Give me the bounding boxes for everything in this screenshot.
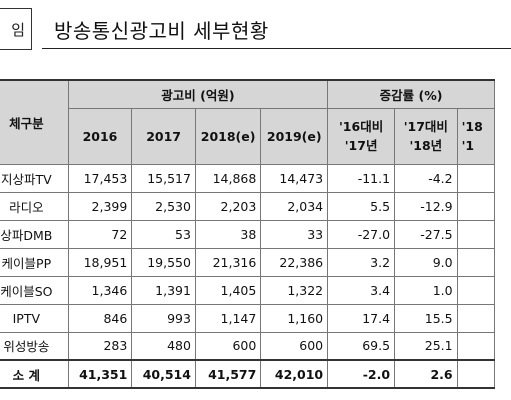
- growth-rate-cell: 25.1: [394, 331, 458, 361]
- ad-spend-cell: 17,453: [67, 163, 133, 193]
- ad-spend-cell: 53: [131, 219, 196, 249]
- growth-rate-cell: 3.2: [327, 247, 396, 277]
- ad-spend-cell: 1,160: [260, 303, 329, 333]
- ad-spend-cell: 42,010: [260, 359, 329, 389]
- growth-rate-cell: [456, 191, 496, 221]
- ad-spend-cell: 2,203: [194, 191, 262, 221]
- row-label: 라디오: [0, 191, 69, 221]
- growth-rate-cell: [456, 275, 496, 305]
- title-underline: [42, 48, 511, 49]
- row-label: 위성방송: [0, 331, 69, 361]
- section-number: 임: [11, 20, 25, 39]
- growth-rate-cell: [456, 303, 496, 333]
- row-label: 상파DMB: [0, 219, 69, 249]
- growth-rate-cell: 2.6: [394, 359, 458, 389]
- ad-spend-cell: 41,351: [67, 359, 133, 389]
- ad-spend-cell: 15,517: [131, 163, 196, 193]
- growth-rate-cell: 5.5: [327, 191, 396, 221]
- row-label: 케이블SO: [0, 275, 69, 305]
- header-row-1: 체구분 광고비 (억원) 증감률 (%): [0, 79, 495, 165]
- ad-spend-cell: 846: [67, 303, 133, 333]
- ad-spend-cell: 21,316: [194, 247, 262, 277]
- ad-spend-cell: 283: [67, 331, 133, 361]
- ad-spend-cell: 14,868: [194, 163, 262, 193]
- ad-spend-cell: 2,034: [260, 191, 329, 221]
- ad-spend-cell: 33: [260, 219, 329, 249]
- year-header: 2018(e): [194, 107, 262, 165]
- ad-spend-group-header: 광고비 (억원): [67, 79, 329, 109]
- page-title: 방송통신광고비 세부현황: [54, 19, 269, 43]
- ad-spend-cell: 40,514: [131, 359, 196, 389]
- growth-rate-cell: 9.0: [394, 247, 458, 277]
- year-header: 2017: [131, 107, 196, 165]
- category-header: 체구분: [0, 79, 69, 165]
- year-header: 2016: [67, 107, 133, 165]
- row-label: 지상파TV: [0, 163, 69, 193]
- rate-header: '16대비 '17년: [327, 107, 396, 165]
- row-label: IPTV: [0, 303, 69, 333]
- ad-spend-cell: 1,391: [131, 275, 196, 305]
- ad-spend-cell: 1,147: [194, 303, 262, 333]
- section-number-box: 임: [0, 8, 32, 50]
- ad-spend-cell: 2,399: [67, 191, 133, 221]
- ad-spend-cell: 14,473: [260, 163, 329, 193]
- growth-rate-cell: 3.4: [327, 275, 396, 305]
- growth-rate-cell: 17.4: [327, 303, 396, 333]
- growth-rate-cell: [456, 219, 496, 249]
- growth-rate-cell: -4.2: [394, 163, 458, 193]
- growth-rate-group-header: 증감률 (%): [327, 79, 495, 109]
- growth-rate-cell: [456, 331, 496, 361]
- ad-spend-cell: 1,346: [67, 275, 133, 305]
- table-row: 라디오 2,399 2,530 2,203 2,034 5.5 -12.9: [0, 191, 496, 221]
- ad-spend-cell: 1,405: [194, 275, 262, 305]
- ad-spend-cell: 18,951: [67, 247, 133, 277]
- ad-spend-cell: 72: [67, 219, 133, 249]
- growth-rate-cell: -27.5: [394, 219, 458, 249]
- ad-spend-cell: 19,550: [131, 247, 196, 277]
- ad-spend-table: 체구분 광고비 (억원) 증감률 (%) 2016 2017 2018(e) 2…: [0, 79, 496, 389]
- ad-spend-cell: 2,530: [131, 191, 196, 221]
- ad-spend-cell: 38: [194, 219, 262, 249]
- rate-header: '18'1: [456, 107, 496, 165]
- row-label: 케이블PP: [0, 247, 69, 277]
- growth-rate-cell: [456, 359, 496, 389]
- growth-rate-cell: 15.5: [394, 303, 458, 333]
- growth-rate-cell: -2.0: [327, 359, 396, 389]
- growth-rate-cell: -12.9: [394, 191, 458, 221]
- ad-spend-cell: 41,577: [194, 359, 262, 389]
- year-header: 2019(e): [260, 107, 329, 165]
- table-row: 지상파TV 17,453 15,517 14,868 14,473 -11.1 -4.2: [0, 163, 496, 193]
- table-row: 케이블SO 1,346 1,391 1,405 1,322 3.4 1.0: [0, 275, 496, 305]
- ad-spend-cell: 1,322: [260, 275, 329, 305]
- total-row: 소 계 41,351 40,514 41,577 42,010 -2.0 2.6: [0, 359, 496, 389]
- table-row: 상파DMB 72 53 38 33 -27.0 -27.5: [0, 219, 496, 249]
- growth-rate-cell: -27.0: [327, 219, 396, 249]
- row-label: 소 계: [0, 359, 69, 389]
- growth-rate-cell: -11.1: [327, 163, 396, 193]
- growth-rate-cell: 69.5: [327, 331, 396, 361]
- rate-header: '17대비 '18년: [394, 107, 458, 165]
- table-row: 케이블PP 18,951 19,550 21,316 22,386 3.2 9.0: [0, 247, 496, 277]
- growth-rate-cell: [456, 163, 496, 193]
- growth-rate-cell: 1.0: [394, 275, 458, 305]
- ad-spend-cell: 480: [131, 331, 196, 361]
- growth-rate-cell: [456, 247, 496, 277]
- ad-spend-cell: 22,386: [260, 247, 329, 277]
- ad-spend-cell: 993: [131, 303, 196, 333]
- header-row-2: 2016 2017 2018(e) 2019(e) '16대비 '17년 '17대…: [0, 107, 496, 165]
- table-row: IPTV 846 993 1,147 1,160 17.4 15.5: [0, 303, 496, 333]
- ad-spend-cell: 600: [260, 331, 329, 361]
- ad-spend-cell: 600: [194, 331, 262, 361]
- table-row: 위성방송 283 480 600 600 69.5 25.1: [0, 331, 496, 361]
